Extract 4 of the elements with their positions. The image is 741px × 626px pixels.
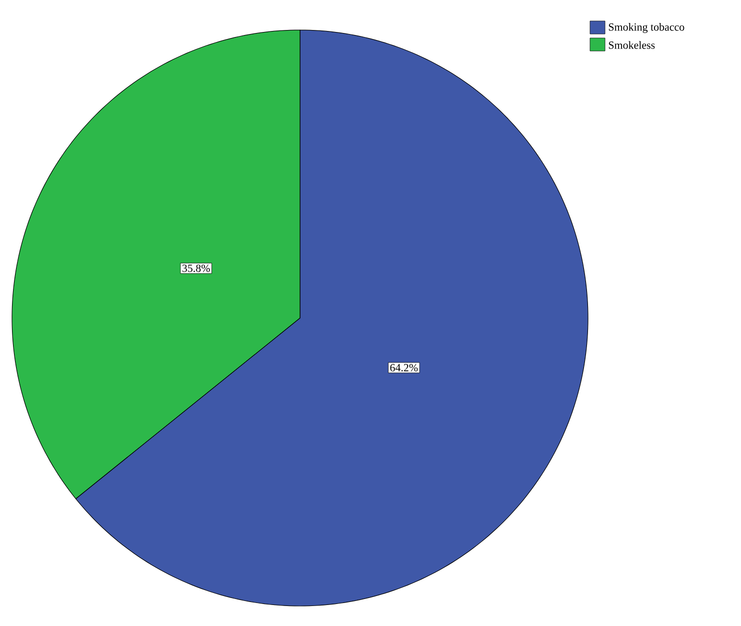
legend-label: Smoking tobacco xyxy=(608,23,684,33)
data-label: 64.2% xyxy=(390,364,418,372)
data-label: 35.8% xyxy=(182,264,210,272)
legend-label: Smokeless xyxy=(608,41,655,49)
